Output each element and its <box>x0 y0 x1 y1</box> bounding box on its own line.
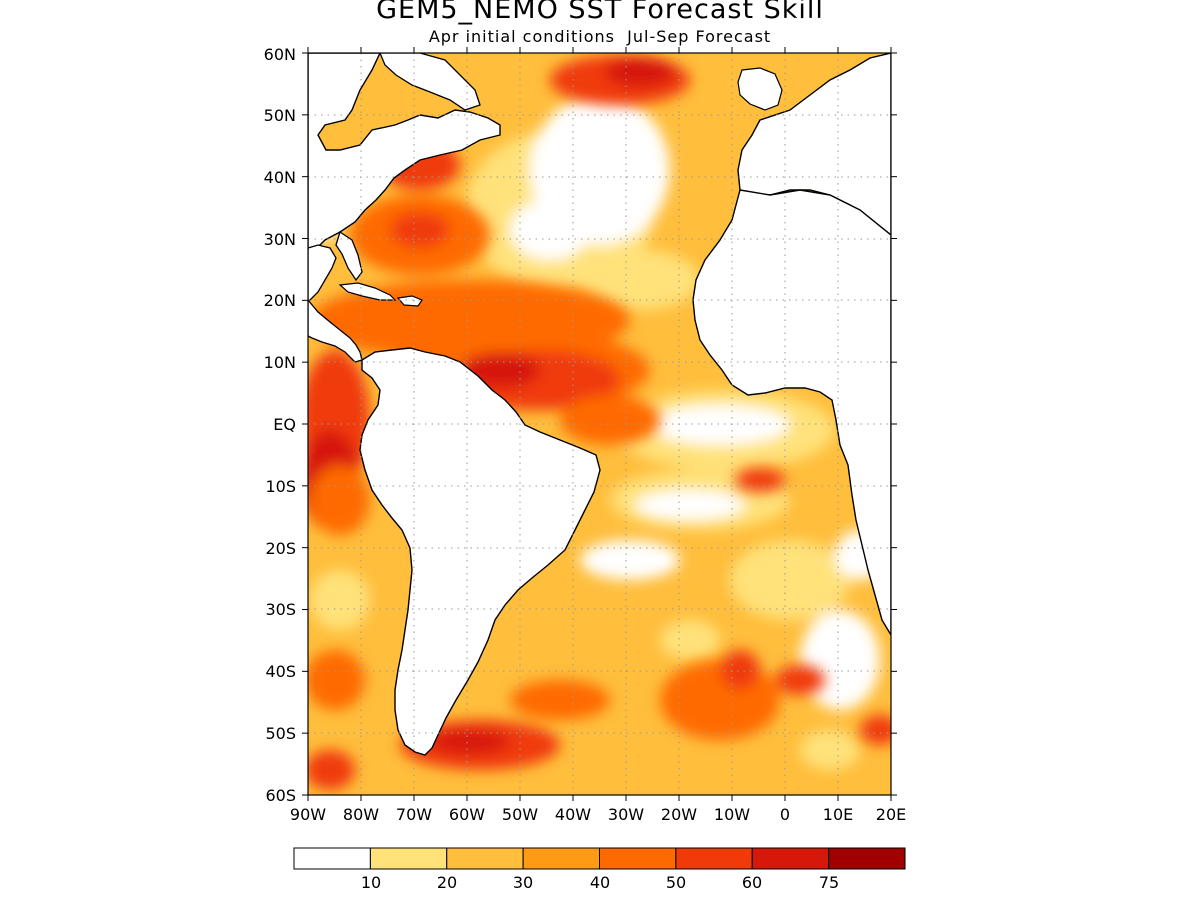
colorbar <box>293 847 906 870</box>
lon-tick-label: 10E <box>823 805 853 824</box>
colorbar-label: 30 <box>513 873 533 892</box>
colorbar-label: 20 <box>437 873 457 892</box>
hispaniola <box>396 295 423 307</box>
lat-axis: 60N 50N 40N 30N 20N 10N EQ 10S 20S 30S 4… <box>264 45 296 805</box>
lat-tick-label: 30S <box>265 600 296 619</box>
north-america-land <box>308 53 501 249</box>
lat-tick-label: 60N <box>264 45 296 64</box>
lat-tick-label: 50N <box>264 106 296 125</box>
lon-tick-label: 60W <box>449 805 485 824</box>
field-low-skill <box>308 95 885 770</box>
florida <box>335 230 363 282</box>
field-high-skill <box>308 55 891 790</box>
lon-tick-label: 40W <box>555 805 591 824</box>
grid-lines <box>308 53 891 795</box>
lon-tick-label: 10W <box>714 805 750 824</box>
greenland-edge <box>379 53 481 111</box>
south-america-land <box>359 347 601 756</box>
colorbar-swatch <box>293 847 371 870</box>
lon-tick-label: 80W <box>343 805 379 824</box>
lon-tick-label: 30W <box>608 805 644 824</box>
lon-tick-label: 70W <box>396 805 432 824</box>
colorbar-swatch <box>599 847 677 870</box>
british-isles <box>737 67 783 111</box>
colorbar-swatch <box>369 847 448 870</box>
lat-tick-label: 40S <box>265 662 296 681</box>
lat-tick-label: 20S <box>265 539 296 558</box>
lon-tick-label: 20W <box>661 805 697 824</box>
skill-field <box>308 53 891 795</box>
land-masses <box>308 53 891 756</box>
africa-land <box>692 189 891 637</box>
lon-axis: 90W 80W 70W 60W 50W 40W 30W 20W 10W 0 10… <box>290 805 906 824</box>
lat-tick-label: 40N <box>264 168 296 187</box>
lon-tick-label: 90W <box>290 805 326 824</box>
lat-tick-label: EQ <box>273 415 296 434</box>
lon-tick-label: 0 <box>780 805 790 824</box>
lat-tick-label: 20N <box>264 291 296 310</box>
colorbar-label: 75 <box>819 873 839 892</box>
colorbar-label: 50 <box>666 873 686 892</box>
colorbar-labels: 10 20 30 40 50 60 75 <box>361 873 839 892</box>
lon-tick-label: 20E <box>876 805 906 824</box>
colorbar-swatch <box>751 847 830 870</box>
colorbar-swatch <box>675 847 753 870</box>
colorbar-swatch <box>828 847 906 870</box>
lat-tick-label: 10N <box>264 353 296 372</box>
colorbar-label: 10 <box>361 873 381 892</box>
colorbar-swatch <box>446 847 524 870</box>
chart-subtitle: Apr initial conditions Jul-Sep Forecast <box>428 27 772 46</box>
colorbar-swatch <box>522 847 601 870</box>
colorbar-label: 40 <box>590 873 610 892</box>
lat-tick-label: 10S <box>265 477 296 496</box>
lat-tick-label: 30N <box>264 230 296 249</box>
lon-tick-label: 50W <box>502 805 538 824</box>
cuba <box>338 282 397 301</box>
tick-marks <box>302 47 897 801</box>
colorbar-label: 60 <box>742 873 762 892</box>
lat-tick-label: 60S <box>265 786 296 805</box>
chart-title: GEM5_NEMO SST Forecast Skill <box>376 0 824 25</box>
lat-tick-label: 50S <box>265 724 296 743</box>
